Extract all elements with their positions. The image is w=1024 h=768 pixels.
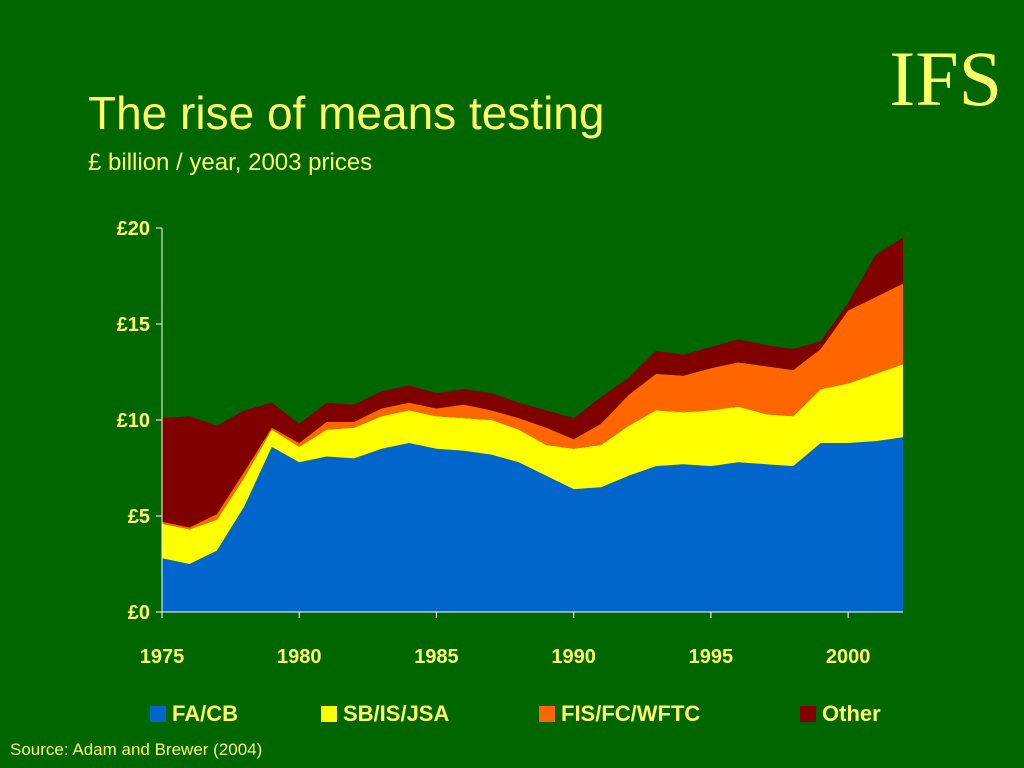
area-series-fa-cb xyxy=(162,437,903,612)
x-tick-label: 1975 xyxy=(140,646,185,668)
x-tick-label: 1980 xyxy=(277,646,322,668)
legend-swatch-fis-fc-wftc xyxy=(539,706,555,722)
legend-item-fis-fc-wftc: FIS/FC/WFTC xyxy=(539,700,700,728)
x-tick-label: 1990 xyxy=(551,646,596,668)
legend-swatch-other xyxy=(800,706,816,722)
area-series-sb-is-jsa xyxy=(162,364,903,564)
chart-legend: FA/CB SB/IS/JSA FIS/FC/WFTC Other xyxy=(0,700,1024,728)
y-tick-label: £0 xyxy=(128,602,150,624)
stacked-area-chart: £0 £5 £10 £15 £20 1975 1980 1985 1990 1995 2000 xyxy=(117,218,903,668)
legend-swatch-sb-is-jsa xyxy=(321,706,337,722)
area-series-fis-fc-wftc xyxy=(162,283,903,530)
legend-label-other: Other xyxy=(822,701,881,726)
legend-label-fa-cb: FA/CB xyxy=(172,701,238,726)
y-tick-label: £10 xyxy=(117,410,150,432)
legend-label-sb-is-jsa: SB/IS/JSA xyxy=(343,701,450,726)
y-tick-label: £5 xyxy=(128,506,150,528)
chart-subtitle: £ billion / year, 2003 prices xyxy=(88,149,373,176)
chart-title: The rise of means testing xyxy=(88,87,605,139)
ifs-logo: IFS xyxy=(889,35,1002,122)
y-tick-label: £15 xyxy=(117,314,150,336)
legend-item-sb-is-jsa: SB/IS/JSA xyxy=(321,700,449,728)
legend-item-fa-cb: FA/CB xyxy=(150,700,238,728)
source-note: Source: Adam and Brewer (2004) xyxy=(10,740,263,759)
legend-swatch-fa-cb xyxy=(150,706,166,722)
x-tick-label: 1995 xyxy=(689,646,734,668)
legend-item-other: Other xyxy=(800,700,881,728)
x-tick-label: 1985 xyxy=(414,646,459,668)
legend-label-fis-fc-wftc: FIS/FC/WFTC xyxy=(561,701,701,726)
x-tick-label: 2000 xyxy=(826,646,871,668)
y-tick-label: £20 xyxy=(117,218,150,240)
